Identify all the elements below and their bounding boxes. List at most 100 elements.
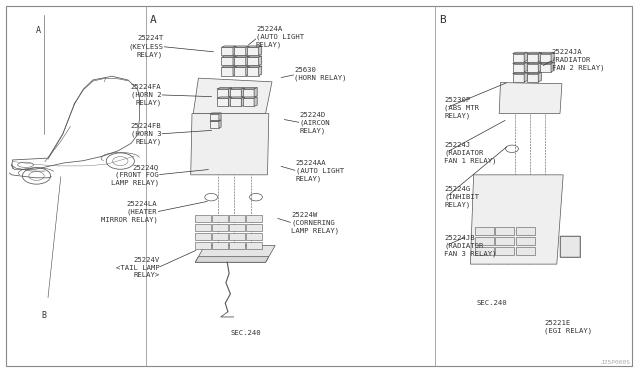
Polygon shape (247, 46, 262, 47)
Bar (210, 121, 219, 128)
Bar (246, 215, 262, 222)
Polygon shape (551, 62, 554, 72)
Bar (229, 215, 245, 222)
Bar (495, 237, 514, 245)
Bar (212, 241, 228, 249)
Bar (210, 114, 219, 121)
Bar (230, 98, 241, 106)
Polygon shape (217, 87, 232, 89)
Bar (195, 241, 211, 249)
Polygon shape (210, 113, 221, 114)
Polygon shape (538, 52, 541, 62)
Polygon shape (233, 66, 236, 76)
Polygon shape (524, 62, 527, 72)
Polygon shape (195, 257, 269, 262)
Polygon shape (221, 46, 236, 47)
Bar (475, 237, 493, 245)
Text: 25224W
(CORNERING
LAMP RELAY): 25224W (CORNERING LAMP RELAY) (291, 212, 339, 234)
Polygon shape (230, 97, 244, 98)
Bar (516, 247, 534, 255)
Polygon shape (527, 62, 541, 64)
Bar (247, 47, 259, 55)
Bar (560, 236, 580, 257)
Bar (234, 47, 246, 55)
Polygon shape (499, 83, 562, 113)
Polygon shape (246, 66, 249, 76)
Text: 25224JB
(RADIATOR
FAN 3 RELAY): 25224JB (RADIATOR FAN 3 RELAY) (444, 234, 497, 257)
Polygon shape (513, 72, 527, 74)
Polygon shape (254, 87, 257, 97)
Text: 25630
(HORN RELAY): 25630 (HORN RELAY) (294, 67, 347, 81)
Polygon shape (234, 46, 249, 47)
Bar (495, 247, 514, 255)
Text: 25224Q
(FRONT FOG
LAMP RELAY): 25224Q (FRONT FOG LAMP RELAY) (111, 164, 159, 186)
Polygon shape (230, 87, 244, 89)
Polygon shape (241, 87, 244, 97)
Polygon shape (540, 62, 554, 64)
Polygon shape (228, 97, 232, 106)
Bar (234, 67, 246, 76)
Bar (246, 224, 262, 231)
Text: A: A (150, 15, 157, 25)
Bar (513, 64, 524, 72)
Bar (221, 67, 233, 76)
Bar (540, 64, 551, 72)
Polygon shape (513, 62, 527, 64)
Bar (516, 237, 534, 245)
Polygon shape (217, 97, 232, 98)
Text: 25224AA
(AUTO LIGHT
RELAY): 25224AA (AUTO LIGHT RELAY) (296, 160, 344, 182)
Bar (560, 236, 580, 257)
Bar (212, 224, 228, 231)
Bar (234, 57, 246, 65)
Bar (229, 241, 245, 249)
Polygon shape (191, 113, 269, 175)
Text: 25224G
(INHIBIT
RELAY): 25224G (INHIBIT RELAY) (444, 186, 479, 208)
Polygon shape (246, 56, 249, 65)
Bar (247, 57, 259, 65)
Polygon shape (228, 87, 232, 97)
Polygon shape (513, 52, 527, 54)
Text: 25224FB
(HORN 3
RELAY): 25224FB (HORN 3 RELAY) (131, 123, 161, 145)
Bar (527, 64, 538, 72)
Bar (217, 89, 228, 97)
Text: SEC.240: SEC.240 (230, 330, 261, 336)
Bar (246, 241, 262, 249)
Bar (212, 215, 228, 222)
Text: 25224D
(AIRCON
RELAY): 25224D (AIRCON RELAY) (300, 112, 330, 134)
Polygon shape (219, 113, 221, 121)
Polygon shape (195, 246, 275, 262)
Bar (246, 232, 262, 240)
Polygon shape (259, 66, 262, 76)
Polygon shape (234, 66, 249, 67)
Text: 25224V
<TAIL LAMP
RELAY>: 25224V <TAIL LAMP RELAY> (116, 257, 159, 278)
Text: J25P000S: J25P000S (600, 360, 630, 365)
Polygon shape (540, 52, 554, 54)
Polygon shape (219, 121, 221, 128)
Polygon shape (254, 97, 257, 106)
Bar (221, 57, 233, 65)
Bar (495, 227, 514, 235)
Text: B: B (439, 15, 446, 25)
Text: 25224J
(RADIATOR
FAN 1 RELAY): 25224J (RADIATOR FAN 1 RELAY) (444, 141, 497, 164)
Bar (229, 232, 245, 240)
Text: A: A (36, 26, 41, 35)
Polygon shape (246, 46, 249, 55)
Polygon shape (193, 78, 272, 113)
Polygon shape (234, 56, 249, 57)
Bar (217, 98, 228, 106)
Text: 25224LA
(HEATER
MIRROR RELAY): 25224LA (HEATER MIRROR RELAY) (100, 201, 157, 223)
Bar (243, 89, 254, 97)
Polygon shape (259, 56, 262, 65)
Polygon shape (221, 56, 236, 57)
Bar (527, 74, 538, 82)
Bar (475, 227, 493, 235)
Text: 25230P
(ABS MTR
RELAY): 25230P (ABS MTR RELAY) (444, 97, 479, 119)
Bar (195, 215, 211, 222)
Bar (513, 54, 524, 62)
Polygon shape (527, 72, 541, 74)
Bar (243, 98, 254, 106)
Bar (221, 47, 233, 55)
Polygon shape (247, 56, 262, 57)
Text: 25221E
(EGI RELAY): 25221E (EGI RELAY) (544, 320, 592, 334)
Polygon shape (221, 66, 236, 67)
